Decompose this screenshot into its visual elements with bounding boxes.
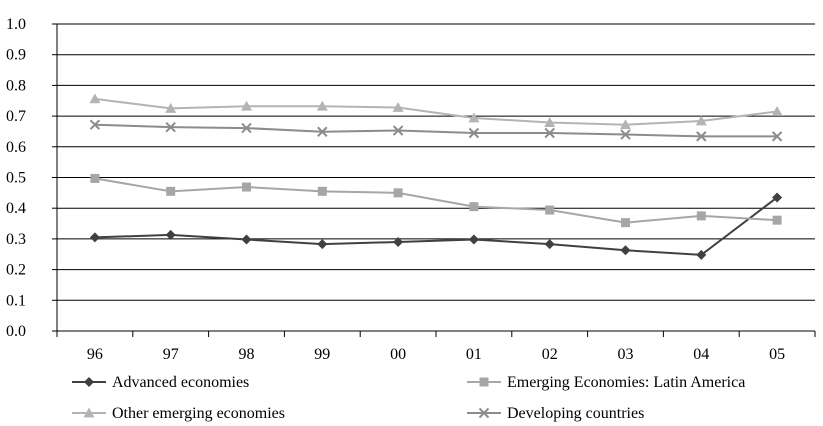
legend-label: Advanced economies xyxy=(112,374,249,391)
gridlines xyxy=(57,23,815,301)
data-point xyxy=(242,182,251,192)
legend-label: Emerging Economies: Latin America xyxy=(507,374,745,391)
y-tick-label: 0.6 xyxy=(6,139,26,156)
data-point xyxy=(241,100,252,111)
data-point xyxy=(317,239,328,250)
data-point xyxy=(544,239,555,250)
data-point xyxy=(771,105,783,116)
data-point xyxy=(620,245,631,256)
y-tick-label: 0.5 xyxy=(6,170,26,187)
y-tick-label: 0.7 xyxy=(6,108,26,125)
data-point xyxy=(90,173,100,183)
data-point xyxy=(772,192,783,203)
legend-label: Other emerging economies xyxy=(112,405,285,422)
series-emerging-economies-latin-america xyxy=(90,173,782,228)
legend-item-developing-countries: Developing countries xyxy=(467,405,644,422)
legend-marker xyxy=(84,377,94,387)
data-point xyxy=(317,186,327,196)
x-tick-label: 01 xyxy=(466,346,482,363)
data-point xyxy=(241,122,252,134)
data-point xyxy=(544,117,556,127)
legend: Advanced economies Emerging Economies: La… xyxy=(72,374,745,422)
data-point xyxy=(771,131,783,142)
data-point xyxy=(696,131,707,142)
y-tick-label: 0.0 xyxy=(6,323,26,340)
legend-label: Developing countries xyxy=(507,405,644,422)
data-point xyxy=(241,234,252,245)
series-line xyxy=(94,177,778,224)
series-line xyxy=(94,196,778,256)
data-point xyxy=(316,100,328,111)
data-point xyxy=(772,215,782,225)
data-point xyxy=(89,232,100,243)
y-tick-label: 0.4 xyxy=(6,200,26,217)
data-point xyxy=(393,236,404,247)
x-tick-label: 04 xyxy=(693,346,709,363)
x-tick-label: 99 xyxy=(314,346,330,363)
data-point xyxy=(468,112,480,123)
series-layer xyxy=(89,93,783,260)
x-tick-label: 00 xyxy=(390,346,406,363)
y-tick-label: 0.8 xyxy=(6,77,26,94)
data-point xyxy=(165,102,177,113)
data-point xyxy=(89,119,101,130)
data-point xyxy=(468,127,480,139)
data-point xyxy=(545,205,555,215)
data-point xyxy=(695,115,707,126)
series-other-emerging-economies xyxy=(89,93,783,130)
y-tick-label: 0.2 xyxy=(6,262,26,279)
x-tick-label: 96 xyxy=(87,346,103,363)
legend-item-emerging-economies-latin-america: Emerging Economies: Latin America xyxy=(467,374,745,391)
data-point xyxy=(544,127,555,139)
x-tick-label: 98 xyxy=(239,346,255,363)
y-axis: 0.0 0.1 0.2 0.3 0.4 0.5 0.6 0.7 0.8 0.9 1.0 xyxy=(6,16,58,340)
data-point xyxy=(165,229,176,240)
data-point xyxy=(468,234,479,245)
series-developing-countries xyxy=(89,119,783,142)
data-point xyxy=(392,125,404,136)
data-point xyxy=(469,202,479,212)
legend-item-advanced-economies: Advanced economies xyxy=(72,374,249,391)
y-tick-label: 0.3 xyxy=(6,231,26,248)
data-point xyxy=(165,121,176,133)
data-point xyxy=(696,249,707,260)
x-axis: 96 97 98 99 00 01 02 03 04 05 xyxy=(56,330,816,363)
y-tick-label: 0.1 xyxy=(6,292,26,309)
x-tick-label: 02 xyxy=(542,346,558,363)
y-tick-label: 1.0 xyxy=(6,16,26,33)
data-point xyxy=(620,119,631,130)
data-point xyxy=(620,129,631,140)
data-point xyxy=(696,211,706,221)
data-point xyxy=(317,126,328,137)
y-tick-label: 0.9 xyxy=(6,47,26,64)
legend-marker xyxy=(478,407,490,419)
data-point xyxy=(621,218,630,228)
series-advanced-economies xyxy=(89,192,783,260)
data-point xyxy=(393,188,403,198)
data-point xyxy=(166,186,176,196)
series-line xyxy=(94,97,778,126)
data-point xyxy=(392,102,404,112)
x-tick-label: 97 xyxy=(163,346,179,363)
data-point xyxy=(89,93,101,104)
legend-marker xyxy=(83,407,95,418)
legend-item-other-emerging-economies: Other emerging economies xyxy=(72,405,285,422)
legend-marker xyxy=(479,377,489,387)
series-line xyxy=(94,123,778,138)
x-tick-label: 03 xyxy=(618,346,634,363)
x-tick-label: 05 xyxy=(769,346,785,363)
